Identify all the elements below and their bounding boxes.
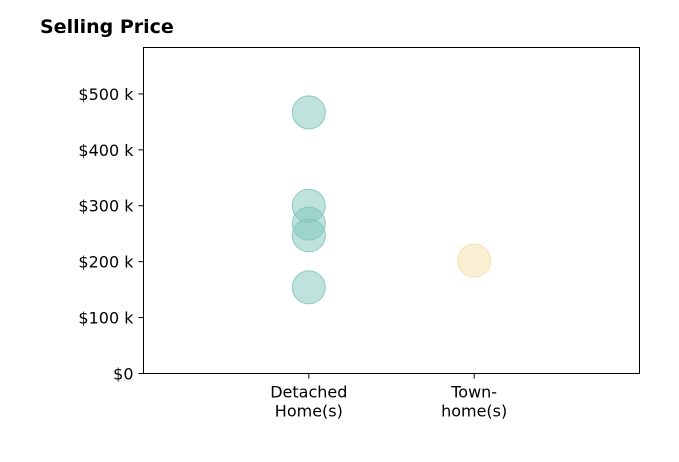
chart-title: Selling Price bbox=[40, 16, 174, 38]
data-point bbox=[291, 218, 326, 253]
y-tick-label: $500 k bbox=[78, 85, 134, 104]
plot-area-frame bbox=[143, 47, 640, 374]
data-point bbox=[291, 95, 326, 130]
y-tick-label: $300 k bbox=[78, 197, 134, 216]
y-axis: $0 $100 k $200 k $300 k $400 k $500 k bbox=[78, 85, 144, 384]
y-tick-label: $200 k bbox=[78, 253, 134, 272]
x-tick-label: Town-home(s) bbox=[441, 383, 507, 421]
data-point bbox=[291, 270, 326, 305]
x-axis: Detached Home(s) Town-home(s) bbox=[270, 373, 507, 421]
y-tick-label: $0 bbox=[113, 365, 133, 384]
data-points bbox=[291, 95, 492, 305]
y-tick-label: $100 k bbox=[78, 309, 134, 328]
x-tick-label: Detached Home(s) bbox=[270, 383, 347, 421]
data-point bbox=[457, 243, 492, 278]
y-tick-label: $400 k bbox=[78, 141, 134, 160]
